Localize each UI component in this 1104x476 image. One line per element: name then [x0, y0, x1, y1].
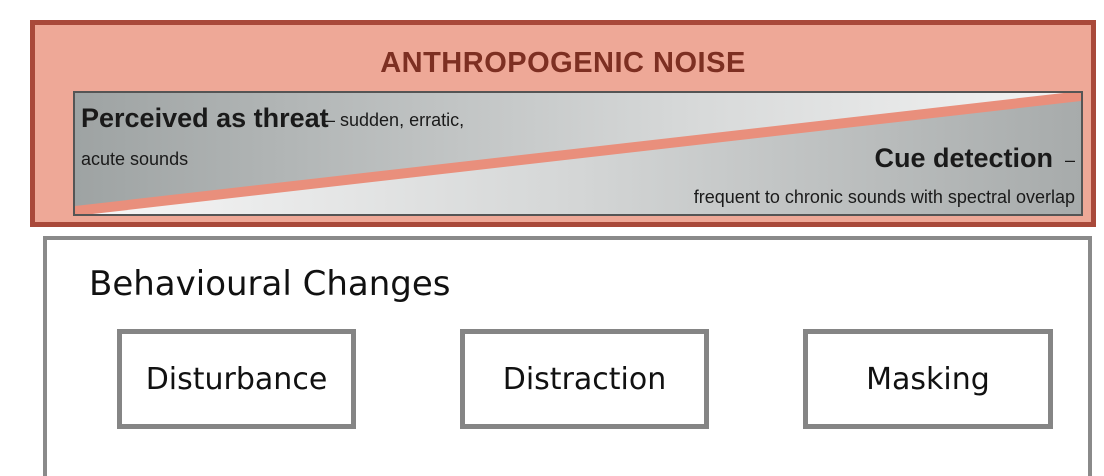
cue-detail: frequent to chronic sounds with spectral… [693, 187, 1075, 207]
cue-heading: Cue detection [874, 143, 1053, 173]
behavioural-changes-panel: Behavioural Changes Disturbance Distract… [43, 236, 1092, 476]
masking-box: Masking [803, 329, 1053, 429]
threat-detail: – sudden, erratic, [325, 110, 465, 130]
wedge-graphic [75, 93, 1081, 214]
threat-detail-line2: acute sounds [81, 149, 189, 169]
threat-heading: Perceived as threat [81, 103, 329, 133]
disturbance-box: Disturbance [117, 329, 356, 429]
noise-title: ANTHROPOGENIC NOISE [380, 47, 746, 79]
threat-cue-gradient-box: Perceived as threat – sudden, erratic, a… [73, 91, 1083, 216]
diagonal-divider [75, 93, 1081, 214]
anthropogenic-noise-panel: ANTHROPOGENIC NOISE Perceived as threat … [30, 20, 1096, 227]
cue-dash: – [1064, 150, 1075, 170]
behaviour-title: Behavioural Changes [89, 264, 451, 304]
distraction-box: Distraction [460, 329, 709, 429]
